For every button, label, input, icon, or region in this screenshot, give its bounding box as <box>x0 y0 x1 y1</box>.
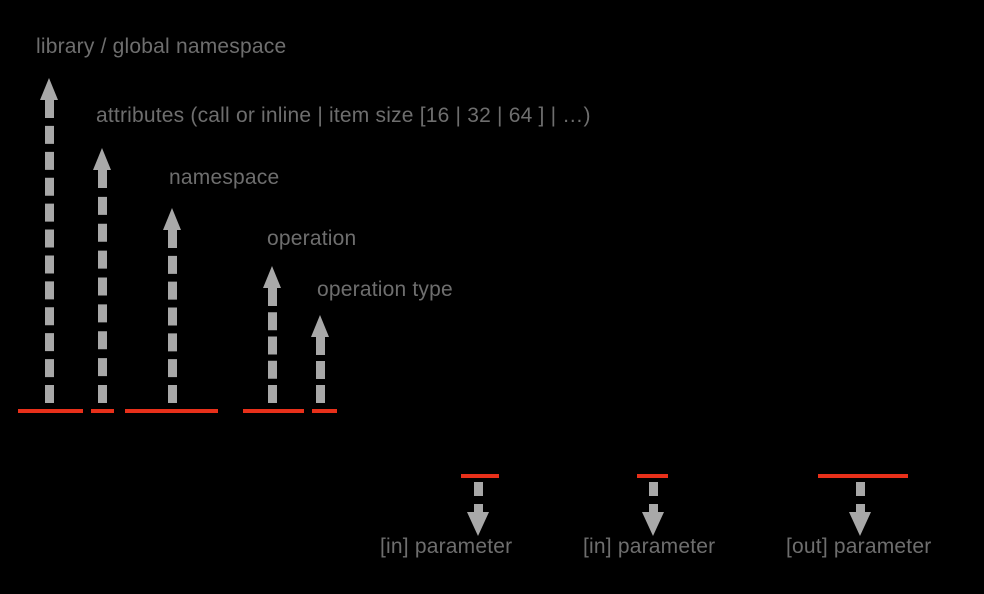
segment-operation-type <box>312 409 337 413</box>
arrowhead-down-in-parameter-2 <box>642 512 664 536</box>
segment-library-global-namespace <box>18 409 83 413</box>
arrow-shaft-in-parameter-1 <box>474 504 483 516</box>
label-out-parameter: [out] parameter <box>786 535 932 558</box>
arrow-dash-out-parameter <box>856 482 865 496</box>
arrow-dash-in-parameter-1 <box>474 482 483 496</box>
label-attributes: attributes (call or inline | item size [… <box>96 104 591 127</box>
segment-in-parameter-1 <box>461 474 499 478</box>
label-in-parameter-1: [in] parameter <box>380 535 513 558</box>
label-operation: operation <box>267 227 357 250</box>
arrow-shaft-namespace <box>168 230 177 403</box>
arrowhead-up-namespace <box>163 208 181 230</box>
segment-out-parameter <box>818 474 908 478</box>
segment-operation <box>243 409 304 413</box>
arrow-shaft-operation-type <box>316 337 325 403</box>
arrow-dash-in-parameter-2 <box>649 482 658 496</box>
arrowhead-down-in-parameter-1 <box>467 512 489 536</box>
arrow-shaft-attributes <box>98 170 107 403</box>
label-operation-type: operation type <box>317 278 453 301</box>
label-namespace: namespace <box>169 166 280 189</box>
arrow-shaft-out-parameter <box>856 504 865 516</box>
arrow-shaft-in-parameter-2 <box>649 504 658 516</box>
arrowhead-up-library-global-namespace <box>40 78 58 100</box>
arrowhead-down-out-parameter <box>849 512 871 536</box>
label-in-parameter-2: [in] parameter <box>583 535 716 558</box>
arrowhead-up-attributes <box>93 148 111 170</box>
arrowhead-up-operation <box>263 266 281 288</box>
arrowhead-up-operation-type <box>311 315 329 337</box>
segment-attributes <box>91 409 114 413</box>
arrow-shaft-library-global-namespace <box>45 100 54 403</box>
segment-namespace <box>125 409 218 413</box>
label-library-global-namespace: library / global namespace <box>36 35 287 58</box>
segment-in-parameter-2 <box>637 474 668 478</box>
arrow-shaft-operation <box>268 288 277 403</box>
